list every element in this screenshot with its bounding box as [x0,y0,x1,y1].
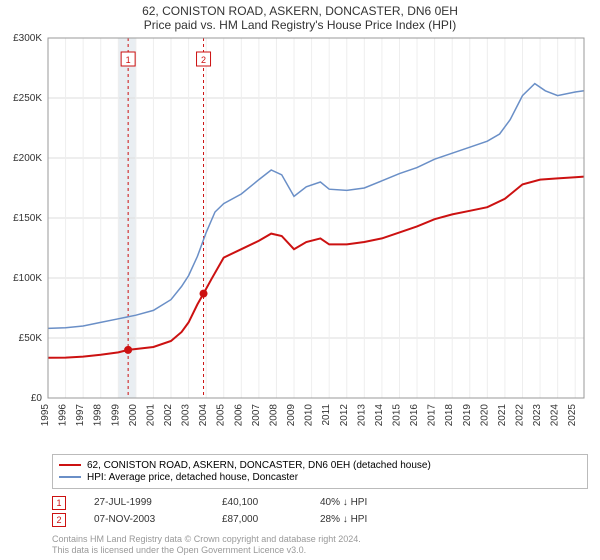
svg-text:2006: 2006 [233,404,244,427]
svg-text:2002: 2002 [163,404,174,427]
event-change: 28% ↓ HPI [320,514,367,525]
footnote: Contains HM Land Registry data © Crown c… [52,534,588,557]
footnote-line1: Contains HM Land Registry data © Crown c… [52,534,361,544]
chart-svg: £0 £50K £100K £150K £200K £250K £300K 1995 1996 1… [0,34,596,446]
event-price: £87,000 [222,514,292,525]
svg-text:1996: 1996 [58,404,69,427]
svg-text:2018: 2018 [444,404,455,427]
svg-text:2016: 2016 [409,404,420,427]
event-price: £40,100 [222,497,292,508]
svg-text:2008: 2008 [268,404,279,427]
svg-text:2009: 2009 [286,404,297,427]
svg-text:2022: 2022 [514,404,525,427]
svg-text:2023: 2023 [532,404,543,427]
event-table: 1 27-JUL-1999 £40,100 40% ↓ HPI 2 07-NOV-2003… [52,493,588,530]
svg-text:£50K: £50K [19,333,43,344]
svg-text:£250K: £250K [13,93,42,104]
svg-text:1997: 1997 [75,404,86,427]
svg-text:1995: 1995 [40,404,51,427]
svg-text:2010: 2010 [304,404,315,427]
svg-text:2025: 2025 [567,404,578,427]
svg-text:2011: 2011 [321,404,332,426]
event-date: 27-JUL-1999 [94,497,194,508]
svg-text:£200K: £200K [13,153,42,164]
legend-swatch [59,464,81,466]
legend-swatch [59,476,81,478]
marker-point [124,346,132,354]
svg-text:2000: 2000 [128,404,139,427]
svg-text:2019: 2019 [462,404,473,427]
footnote-line2: This data is licensed under the Open Gov… [52,545,306,555]
svg-text:2004: 2004 [198,404,209,427]
legend-item: HPI: Average price, detached house, Donc… [59,472,581,483]
svg-text:1998: 1998 [93,404,104,427]
svg-text:2020: 2020 [479,404,490,427]
legend-label: HPI: Average price, detached house, Donc… [87,472,298,483]
legend-item: 62, CONISTON ROAD, ASKERN, DONCASTER, DN… [59,460,581,471]
svg-text:2012: 2012 [339,404,350,427]
svg-text:2014: 2014 [374,404,385,427]
event-row: 2 07-NOV-2003 £87,000 28% ↓ HPI [52,513,588,527]
svg-text:£0: £0 [31,393,43,404]
chart-title-main: 62, CONISTON ROAD, ASKERN, DONCASTER, DN… [0,4,600,18]
chart-title-sub: Price paid vs. HM Land Registry's House … [0,18,600,32]
svg-text:2013: 2013 [356,404,367,427]
svg-text:2001: 2001 [145,404,156,427]
chart-legend: 62, CONISTON ROAD, ASKERN, DONCASTER, DN… [52,454,588,489]
svg-text:2017: 2017 [427,404,438,427]
svg-text:£100K: £100K [13,273,42,284]
svg-text:2007: 2007 [251,404,262,427]
event-badge: 2 [52,513,66,527]
svg-text:2005: 2005 [216,404,227,427]
event-badge: 1 [52,496,66,510]
event-row: 1 27-JUL-1999 £40,100 40% ↓ HPI [52,496,588,510]
svg-text:2021: 2021 [497,404,508,427]
event-date: 07-NOV-2003 [94,514,194,525]
svg-text:1999: 1999 [110,404,121,427]
svg-text:2024: 2024 [550,404,561,427]
svg-text:2015: 2015 [391,404,402,427]
marker-point [200,290,208,298]
svg-text:£150K: £150K [13,213,42,224]
svg-text:2: 2 [201,55,206,65]
svg-text:2003: 2003 [181,404,192,427]
chart-plot-area: £0 £50K £100K £150K £200K £250K £300K 1995 1996 1… [0,34,600,450]
svg-text:£300K: £300K [13,34,42,44]
event-change: 40% ↓ HPI [320,497,367,508]
legend-label: 62, CONISTON ROAD, ASKERN, DONCASTER, DN… [87,460,431,471]
svg-text:1: 1 [126,55,131,65]
